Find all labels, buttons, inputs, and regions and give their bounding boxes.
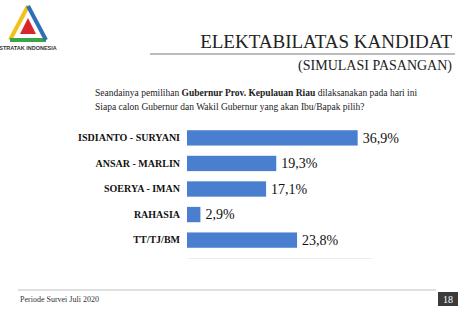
category-label: TT/TJ/BM bbox=[133, 234, 180, 245]
question-text: Seandainya pemilihan bbox=[95, 88, 182, 98]
question-text: Gubernur Prov. Kepulauan Riau bbox=[182, 88, 316, 98]
data-label: 17,1% bbox=[271, 182, 308, 197]
y-axis-line bbox=[187, 121, 188, 259]
title: ELEKTABILATAS KANDIDAT bbox=[200, 31, 452, 52]
footer: Periode Survei Juli 2020 bbox=[20, 295, 99, 304]
tick: ANSAR - MARLIN bbox=[96, 158, 187, 169]
data-labels: 36,9% 19,3% 17,1% 2,9% 23,8% bbox=[205, 131, 399, 248]
logo-core bbox=[20, 18, 36, 34]
question-text: Siapa calon Gubernur dan Wakil Gubernur … bbox=[95, 102, 364, 112]
footer-rule bbox=[18, 290, 436, 291]
question-text: dilaksanakan pada hari ini bbox=[315, 88, 417, 98]
tick: SOERYA - IMAN bbox=[104, 183, 187, 194]
category-label: ANSAR - MARLIN bbox=[96, 158, 181, 169]
bar bbox=[187, 232, 297, 247]
question-line: Siapa calon Gubernur dan Wakil Gubernur … bbox=[95, 102, 364, 112]
logo-edge bbox=[10, 38, 46, 42]
bar bbox=[187, 207, 200, 222]
logo-text: STRATAK INDONESIA bbox=[0, 45, 57, 51]
x-axis-line bbox=[188, 258, 373, 259]
bar bbox=[187, 156, 276, 171]
category-label: SOERYA - IMAN bbox=[104, 183, 181, 194]
page-number: 18 bbox=[443, 294, 453, 305]
page-number-box bbox=[438, 292, 458, 306]
logo: STRATAK INDONESIA bbox=[0, 6, 57, 51]
y-axis: ISDIANTO - SURYANI ANSAR - MARLIN SOERYA -… bbox=[78, 121, 187, 259]
data-label: 23,8% bbox=[302, 233, 339, 248]
tick: RAHASIA bbox=[134, 209, 187, 220]
bars bbox=[187, 130, 358, 248]
x-axis bbox=[188, 258, 373, 259]
data-label: 19,3% bbox=[281, 156, 318, 171]
category-label: ISDIANTO - SURYANI bbox=[78, 132, 180, 143]
category-label: RAHASIA bbox=[134, 209, 181, 220]
title-rule bbox=[150, 54, 455, 55]
tick: TT/TJ/BM bbox=[133, 234, 187, 245]
data-label: 2,9% bbox=[205, 207, 235, 222]
tick: ISDIANTO - SURYANI bbox=[78, 132, 187, 143]
bar bbox=[187, 181, 266, 196]
logo-edge bbox=[10, 6, 28, 40]
question-line: Seandainya pemilihan Gubernur Prov. Kepu… bbox=[95, 88, 417, 98]
data-label: 36,9% bbox=[363, 131, 400, 146]
subtitle: (SIMULASI PASANGAN) bbox=[298, 58, 452, 74]
logo-edge bbox=[28, 6, 46, 40]
slide: STRATAK INDONESIA ELEKTABILATAS KANDIDAT (… bbox=[0, 0, 474, 316]
bar bbox=[187, 130, 358, 145]
